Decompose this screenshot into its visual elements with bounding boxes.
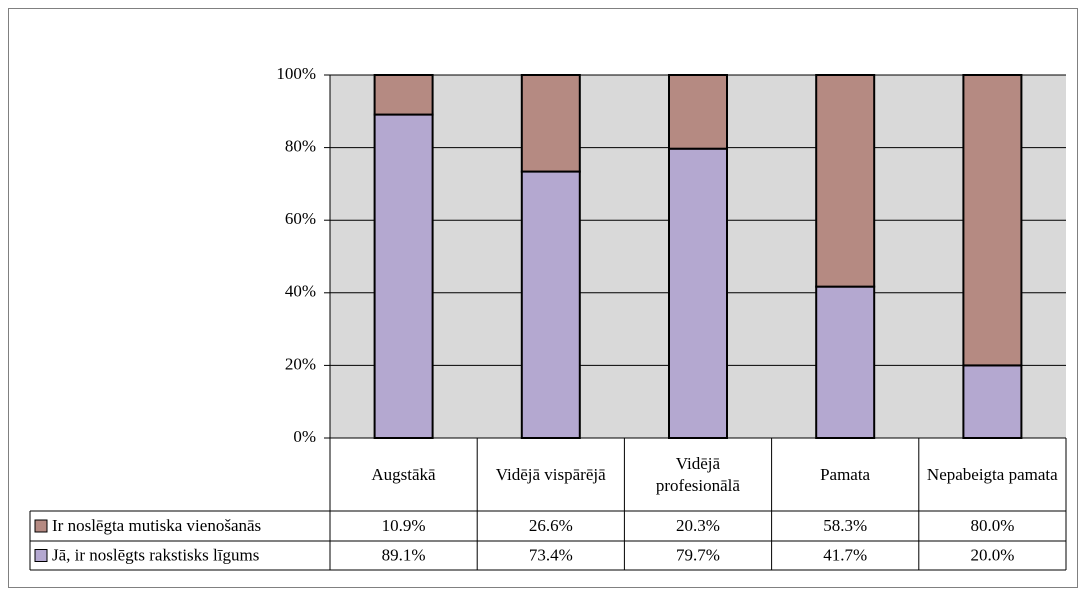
bar-segment xyxy=(520,170,581,439)
bar-segment xyxy=(815,285,876,439)
category-cell: Augstākā xyxy=(371,464,436,484)
data-label: 10.9% xyxy=(382,516,426,535)
data-label: 79.7% xyxy=(676,545,720,564)
bar-segment xyxy=(962,74,1023,367)
y-tick-label: 20% xyxy=(285,354,316,373)
x-tick-label: Pamata xyxy=(820,464,871,484)
legend-label: Ir noslēgta mutiska vienošanās xyxy=(52,516,261,535)
data-label: 89.1% xyxy=(382,545,426,564)
category-cell: Vidējā profesionālā xyxy=(655,453,740,495)
legend-key xyxy=(34,549,48,562)
x-tick-label: Vidējā vispārējā xyxy=(495,464,606,484)
y-tick-label: 60% xyxy=(285,209,316,228)
y-tick-label: 100% xyxy=(276,64,316,83)
category-cell: Vidējā vispārējā xyxy=(495,464,606,484)
bar-segment xyxy=(668,147,728,439)
data-label: 20.3% xyxy=(676,516,720,535)
data-label: 73.4% xyxy=(529,545,573,564)
category-cell: Nepabeigta pamata xyxy=(926,464,1058,484)
x-tick-label: Nepabeigta pamata xyxy=(926,464,1058,484)
data-label: 80.0% xyxy=(970,516,1014,535)
data-label: 20.0% xyxy=(970,545,1014,564)
legend-key xyxy=(34,519,48,533)
y-tick-label: 80% xyxy=(285,137,316,156)
x-tick-label: Augstākā xyxy=(371,464,436,484)
x-tick-label: Vidējā profesionālā xyxy=(655,453,740,495)
bar-segment xyxy=(373,74,434,116)
y-tick-label: 40% xyxy=(285,282,316,301)
bar-segment xyxy=(520,74,581,173)
data-label: 41.7% xyxy=(823,545,867,564)
y-tick-label: 0% xyxy=(293,427,316,446)
bar-segment xyxy=(962,364,1023,439)
category-cell: Pamata xyxy=(820,464,871,484)
bar-segment xyxy=(668,74,728,150)
data-label: 58.3% xyxy=(823,516,867,535)
data-label: 26.6% xyxy=(529,516,573,535)
bar-segment xyxy=(373,113,434,440)
legend-label: Jā, ir noslēgts rakstisks līgums xyxy=(52,545,259,564)
bar-segment xyxy=(815,74,876,288)
